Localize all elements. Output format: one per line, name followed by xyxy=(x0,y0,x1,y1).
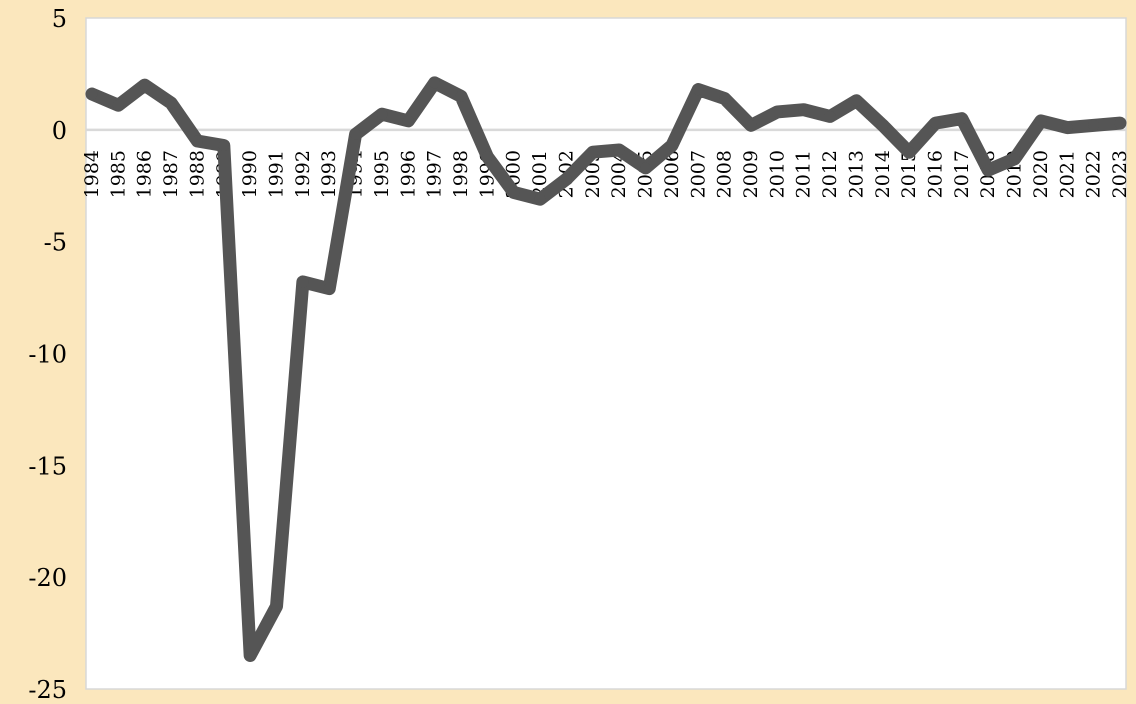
data-point xyxy=(666,139,678,151)
y-axis: 5 0 -5 -10 -15 -20 -25 xyxy=(28,5,67,704)
y-tick-label: 5 xyxy=(52,5,67,33)
x-tick-label: 1984 xyxy=(81,150,103,198)
data-point xyxy=(982,164,994,176)
x-tick-label: 1988 xyxy=(186,150,208,198)
series-group xyxy=(85,76,1127,662)
data-point xyxy=(956,113,968,125)
data-point xyxy=(1035,115,1047,127)
data-point xyxy=(139,79,151,91)
x-tick-label: 1993 xyxy=(318,150,340,198)
data-point xyxy=(86,88,98,100)
x-tick-label: 2010 xyxy=(766,150,788,198)
data-point xyxy=(1061,122,1073,134)
x-tick-label: 1991 xyxy=(266,150,288,198)
y-tick-label: -5 xyxy=(44,229,67,257)
data-point xyxy=(1088,119,1100,131)
data-point xyxy=(560,173,572,185)
x-tick-label: 2006 xyxy=(661,150,683,198)
data-point xyxy=(1009,153,1021,165)
data-point xyxy=(824,110,836,122)
data-point xyxy=(903,146,915,158)
x-tick-label: 2014 xyxy=(872,150,894,198)
data-point xyxy=(350,128,362,140)
data-point xyxy=(191,135,203,147)
data-point xyxy=(929,117,941,129)
data-point xyxy=(244,649,256,661)
x-tick-label: 1986 xyxy=(134,150,156,198)
x-tick-label: 2004 xyxy=(608,150,630,198)
x-tick-label: 2009 xyxy=(740,150,762,198)
x-tick-label: 2011 xyxy=(793,150,815,198)
data-point xyxy=(455,90,467,102)
x-tick-label: 1995 xyxy=(371,150,393,198)
x-tick-label: 1987 xyxy=(160,150,182,198)
data-point xyxy=(481,151,493,163)
data-point xyxy=(587,146,599,158)
data-point xyxy=(850,95,862,107)
y-tick-label: 0 xyxy=(52,117,67,145)
data-point xyxy=(376,108,388,120)
data-point xyxy=(640,162,652,174)
data-point xyxy=(271,600,283,612)
x-tick-label: 2007 xyxy=(687,150,709,198)
data-point xyxy=(745,119,757,131)
x-tick-label: 2017 xyxy=(951,150,973,198)
y-tick-label: -15 xyxy=(28,452,67,480)
x-tick-label: 1997 xyxy=(424,150,446,198)
data-point xyxy=(771,106,783,118)
data-point xyxy=(692,84,704,96)
data-point xyxy=(613,144,625,156)
data-point xyxy=(165,97,177,109)
y-tick-label: -25 xyxy=(28,676,67,704)
x-tick-label: 1992 xyxy=(292,150,314,198)
data-point xyxy=(218,139,230,151)
x-tick-label: 2015 xyxy=(898,150,920,198)
y-tick-label: -10 xyxy=(28,341,67,369)
x-tick-label: 2008 xyxy=(714,150,736,198)
data-point xyxy=(877,119,889,131)
data-point xyxy=(534,193,546,205)
data-point xyxy=(508,186,520,198)
data-point xyxy=(297,276,309,288)
data-point xyxy=(798,104,810,116)
x-tick-label: 1998 xyxy=(450,150,472,198)
x-tick-label: 2016 xyxy=(924,150,946,198)
x-tick-label: 1990 xyxy=(239,150,261,198)
y-tick-label: -20 xyxy=(28,564,67,592)
data-point xyxy=(429,77,441,89)
data-point xyxy=(323,283,335,295)
data-point xyxy=(112,99,124,111)
data-point xyxy=(402,115,414,127)
x-tick-label: 1996 xyxy=(397,150,419,198)
x-tick-label: 2022 xyxy=(1083,150,1105,198)
series-line xyxy=(85,76,1127,662)
x-tick-label: 2012 xyxy=(819,150,841,198)
x-tick-label: 2001 xyxy=(529,150,551,198)
x-tick-label: 2021 xyxy=(1056,150,1078,198)
x-tick-label: 2023 xyxy=(1109,150,1131,198)
data-point xyxy=(719,93,731,105)
x-tick-label: 2020 xyxy=(1030,150,1052,198)
x-tick-label: 2013 xyxy=(845,150,867,198)
data-point xyxy=(1114,117,1126,129)
x-tick-label: 1985 xyxy=(107,150,129,198)
